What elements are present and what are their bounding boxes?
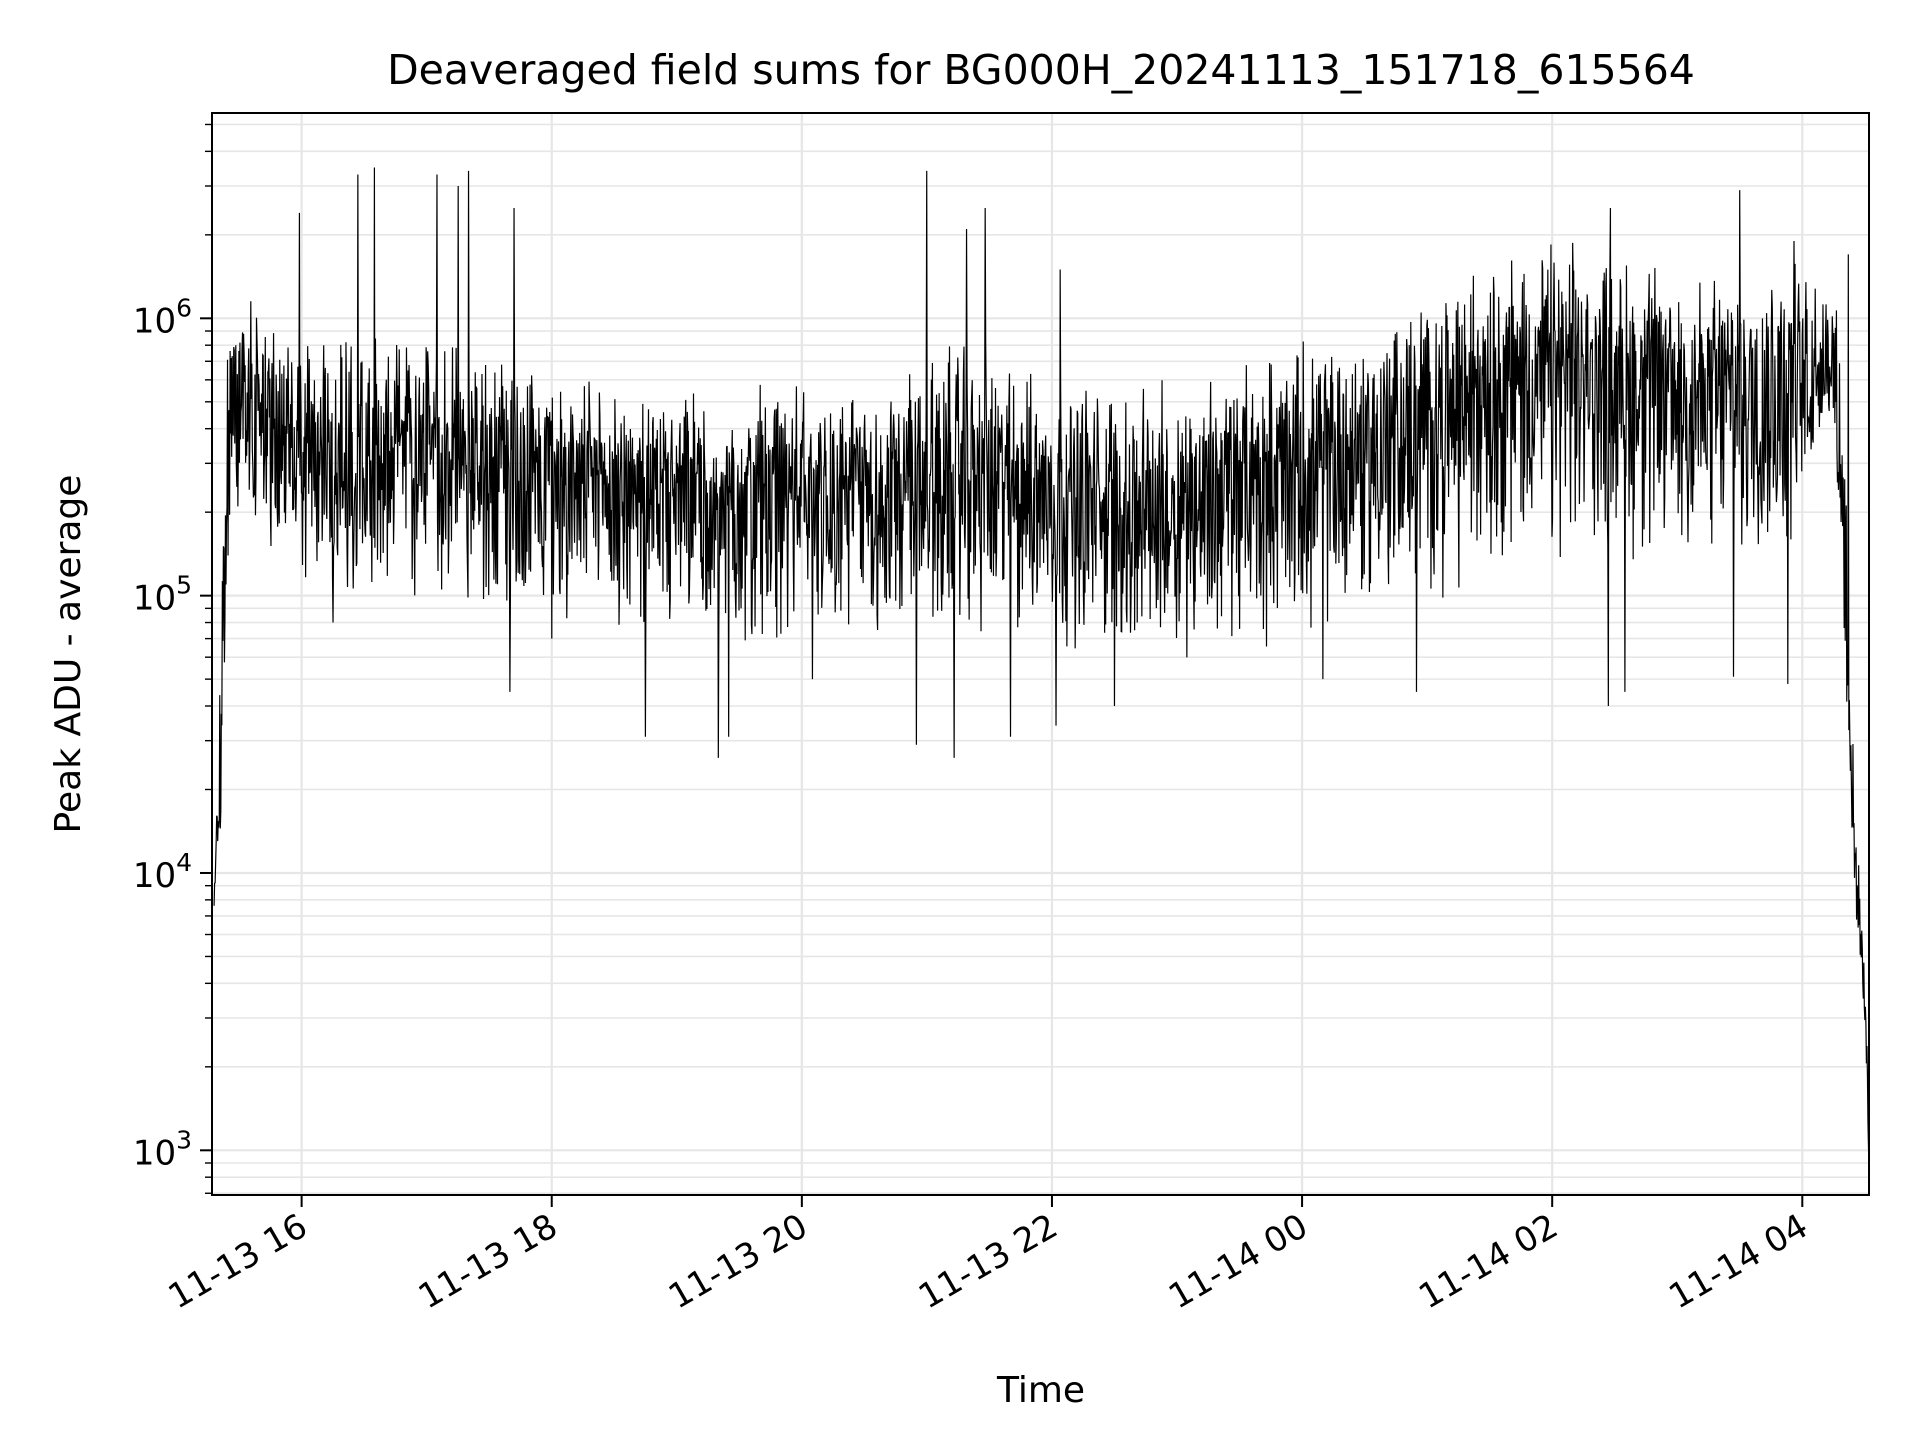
- y-tick-base: 10: [133, 579, 176, 619]
- y-tick-label: 103: [133, 1125, 192, 1173]
- y-tick-label: 106: [133, 293, 192, 341]
- y-tick-base: 10: [133, 856, 176, 896]
- x-axis-label: Time: [996, 1370, 1085, 1411]
- y-tick-base: 10: [133, 1133, 176, 1173]
- series-layer: [213, 167, 1870, 1173]
- y-tick-label: 104: [133, 848, 192, 896]
- plot-frame: [211, 112, 1870, 1196]
- y-tick-exponent: 6: [176, 293, 192, 322]
- y-tick-exponent: 5: [176, 571, 192, 600]
- chart-title: Deaveraged field sums for BG000H_2024111…: [387, 46, 1695, 94]
- y-tick-base: 10: [133, 301, 176, 341]
- data-series-line: [213, 167, 1870, 1173]
- y-axis-label: Peak ADU - average: [48, 475, 89, 834]
- y-tick-exponent: 3: [176, 1125, 192, 1154]
- y-tick-label: 105: [133, 571, 192, 619]
- grid-layer: [212, 113, 1869, 1195]
- y-tick-exponent: 4: [176, 848, 192, 877]
